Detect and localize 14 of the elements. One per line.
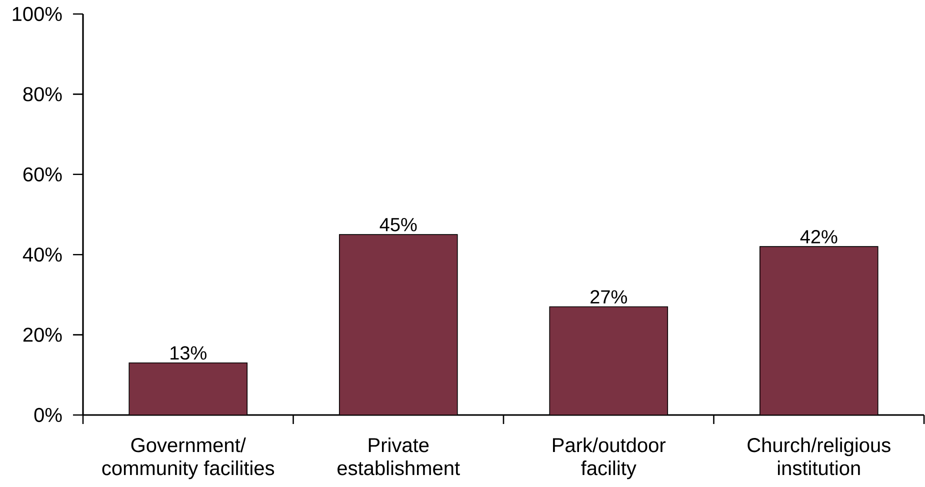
x-tick-label: Private establishment <box>338 438 460 476</box>
x-tick-label: Park/outdoor facility <box>553 438 666 480</box>
y-tick-label: 40% <box>22 248 62 262</box>
data-label: 42% <box>800 230 838 244</box>
y-tick-label: 0% <box>34 408 62 422</box>
y-tick-label: 100% <box>12 6 62 22</box>
y-tick-label: 20% <box>23 328 62 342</box>
x-tick-label: Church/religious institution <box>748 438 890 476</box>
data-label: 27% <box>590 290 627 304</box>
data-label: 13% <box>170 346 206 360</box>
data-label: 45% <box>380 218 417 232</box>
x-tick-label: Government/ community facilities <box>102 438 274 480</box>
y-tick-label: 80% <box>23 87 62 102</box>
y-tick-label: 60% <box>23 167 62 182</box>
